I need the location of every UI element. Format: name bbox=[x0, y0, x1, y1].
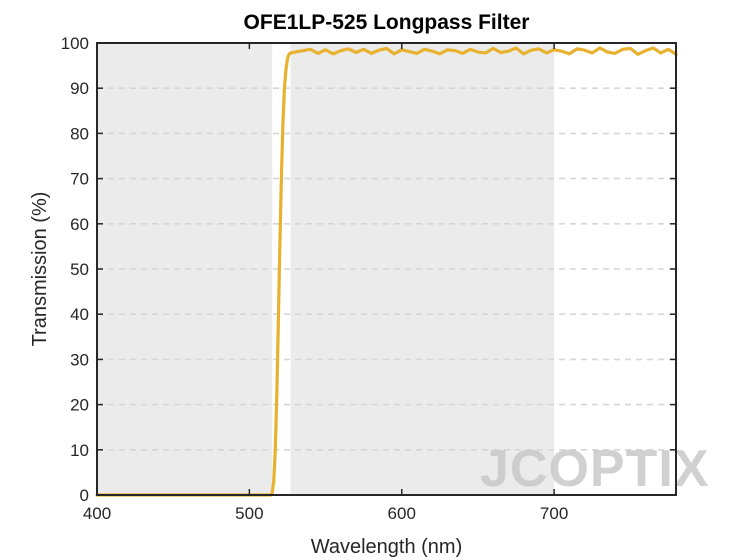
shaded-region-transmission-band bbox=[290, 43, 555, 495]
y-axis-title: Transmission (%) bbox=[29, 192, 51, 347]
chart-title: OFE1LP-525 Longpass Filter bbox=[244, 11, 530, 34]
y-tick-label-70: 70 bbox=[70, 170, 89, 189]
x-ticks: 400 500 600 700 bbox=[83, 43, 568, 523]
y-tick-label-80: 80 bbox=[70, 124, 89, 143]
series-layer bbox=[95, 46, 678, 497]
gridlines bbox=[97, 87, 676, 451]
y-tick-label-50: 50 bbox=[70, 260, 89, 279]
y-tick-label-90: 90 bbox=[70, 79, 89, 98]
y-tick-label-100: 100 bbox=[61, 34, 89, 53]
y-tick-label-20: 20 bbox=[70, 396, 89, 415]
y-tick-label-30: 30 bbox=[70, 350, 89, 369]
x-axis-title: Wavelength (nm) bbox=[311, 536, 463, 558]
y-tick-label-60: 60 bbox=[70, 215, 89, 234]
x-tick-label-500: 500 bbox=[235, 504, 263, 523]
y-tick-label-40: 40 bbox=[70, 305, 89, 324]
x-tick-label-400: 400 bbox=[83, 504, 111, 523]
x-tick-label-600: 600 bbox=[388, 504, 416, 523]
y-tick-label-10: 10 bbox=[70, 441, 89, 460]
series-line-0 bbox=[95, 46, 678, 497]
y-ticks: 0 10 20 30 40 50 60 70 80 90 100 bbox=[61, 34, 676, 505]
x-tick-label-700: 700 bbox=[540, 504, 568, 523]
y-tick-label-0: 0 bbox=[80, 486, 89, 505]
